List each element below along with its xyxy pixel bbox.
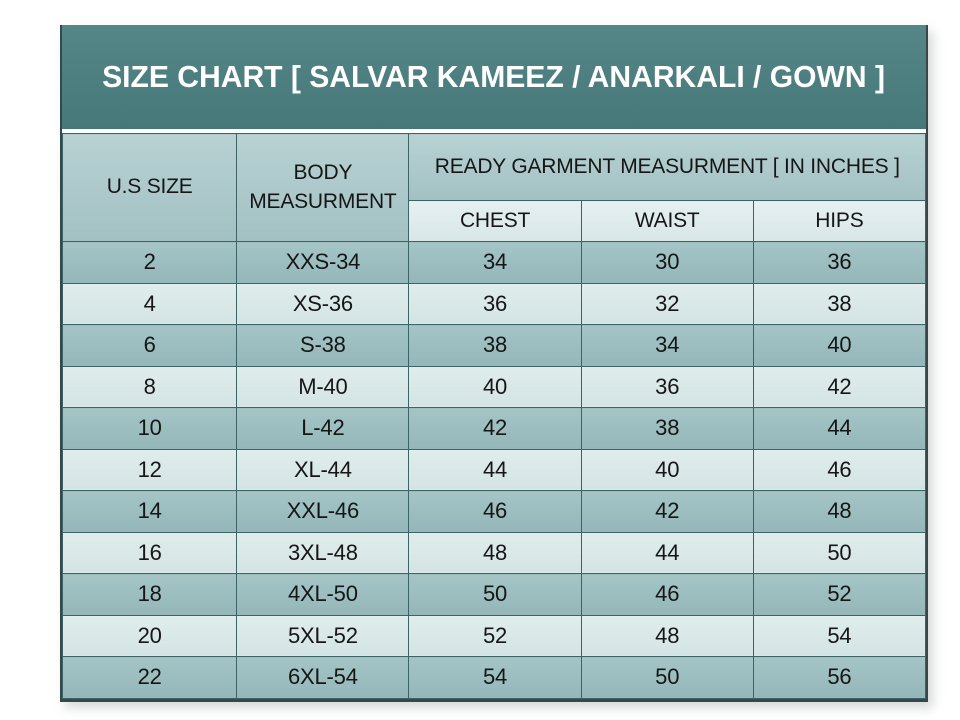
- table-row: 22 6XL-54 54 50 56: [61, 656, 927, 699]
- cell-hips: 48: [752, 490, 927, 533]
- table-row: 8 M-40 40 36 42: [61, 365, 927, 408]
- cell-body-measurement: XXS-34: [236, 241, 410, 284]
- cell-us-size: 4: [61, 282, 238, 325]
- cell-waist: 46: [580, 573, 754, 616]
- cell-body-measurement: XS-36: [236, 282, 410, 325]
- cell-us-size: 18: [61, 573, 238, 616]
- cell-waist: 32: [580, 282, 754, 325]
- cell-chest: 48: [408, 531, 582, 574]
- header-row-main: U.S SIZE BODY MEASURMENT READY GARMENT M…: [61, 133, 926, 242]
- header-waist: WAIST: [580, 200, 754, 242]
- cell-hips: 40: [752, 324, 927, 367]
- cell-waist: 40: [580, 448, 754, 491]
- chart-title-bar: SIZE CHART [ SALVAR KAMEEZ / ANARKALI / …: [62, 25, 926, 133]
- header-hips: HIPS: [752, 200, 927, 242]
- cell-waist: 38: [580, 407, 754, 450]
- cell-hips: 36: [752, 241, 927, 284]
- cell-body-measurement: S-38: [236, 324, 410, 367]
- table-row: 2 XXS-34 34 30 36: [61, 241, 927, 284]
- cell-hips: 38: [752, 282, 927, 325]
- cell-hips: 46: [752, 448, 927, 491]
- cell-us-size: 12: [61, 448, 238, 491]
- cell-hips: 52: [752, 573, 927, 616]
- cell-body-measurement: XL-44: [236, 448, 410, 491]
- table-row: 4 XS-36 36 32 38: [61, 282, 927, 325]
- cell-chest: 50: [408, 573, 582, 616]
- header-row-sub: CHEST WAIST HIPS: [63, 200, 927, 242]
- size-table: U.S SIZE BODY MEASURMENT READY GARMENT M…: [61, 133, 927, 699]
- table-body: 2 XXS-34 34 30 36 4 XS-36 36 32 38 6 S-3…: [61, 241, 927, 699]
- cell-us-size: 8: [61, 365, 238, 408]
- cell-hips: 50: [752, 531, 927, 574]
- cell-us-size: 6: [61, 324, 238, 367]
- table-row: 12 XL-44 44 40 46: [61, 448, 927, 491]
- table-row: 10 L-42 42 38 44: [61, 407, 927, 450]
- cell-chest: 36: [408, 282, 582, 325]
- header-body-measurement: BODY MEASURMENT: [236, 133, 410, 242]
- cell-chest: 54: [408, 656, 582, 699]
- cell-body-measurement: 6XL-54: [236, 656, 410, 699]
- header-chest: CHEST: [408, 200, 582, 242]
- cell-waist: 30: [580, 241, 754, 284]
- cell-body-measurement: L-42: [236, 407, 410, 450]
- cell-chest: 34: [408, 241, 582, 284]
- cell-us-size: 20: [61, 614, 238, 657]
- table-row: 18 4XL-50 50 46 52: [61, 573, 927, 616]
- cell-waist: 50: [580, 656, 754, 699]
- cell-waist: 44: [580, 531, 754, 574]
- cell-us-size: 10: [61, 407, 238, 450]
- cell-us-size: 2: [61, 241, 238, 284]
- cell-body-measurement: 3XL-48: [236, 531, 410, 574]
- cell-chest: 40: [408, 365, 582, 408]
- cell-chest: 38: [408, 324, 582, 367]
- cell-body-measurement: XXL-46: [236, 490, 410, 533]
- cell-chest: 44: [408, 448, 582, 491]
- cell-hips: 42: [752, 365, 927, 408]
- cell-waist: 34: [580, 324, 754, 367]
- table-row: 20 5XL-52 52 48 54: [61, 614, 927, 657]
- chart-title: SIZE CHART [ SALVAR KAMEEZ / ANARKALI / …: [102, 59, 886, 94]
- table-header: U.S SIZE BODY MEASURMENT READY GARMENT M…: [61, 133, 927, 242]
- header-us-size: U.S SIZE: [61, 133, 238, 242]
- cell-us-size: 16: [61, 531, 238, 574]
- cell-body-measurement: 5XL-52: [236, 614, 410, 657]
- cell-hips: 44: [752, 407, 927, 450]
- cell-hips: 54: [752, 614, 927, 657]
- cell-chest: 42: [408, 407, 582, 450]
- header-ready-garment: READY GARMENT MEASURMENT [ IN INCHES ]: [408, 133, 926, 201]
- cell-waist: 36: [580, 365, 754, 408]
- cell-us-size: 14: [61, 490, 238, 533]
- cell-waist: 48: [580, 614, 754, 657]
- cell-hips: 56: [752, 656, 927, 699]
- cell-waist: 42: [580, 490, 754, 533]
- cell-chest: 52: [408, 614, 582, 657]
- table-row: 6 S-38 38 34 40: [61, 324, 927, 367]
- cell-body-measurement: 4XL-50: [236, 573, 410, 616]
- size-chart: SIZE CHART [ SALVAR KAMEEZ / ANARKALI / …: [60, 25, 928, 702]
- cell-chest: 46: [408, 490, 582, 533]
- table-row: 16 3XL-48 48 44 50: [61, 531, 927, 574]
- table-row: 14 XXL-46 46 42 48: [61, 490, 927, 533]
- cell-body-measurement: M-40: [236, 365, 410, 408]
- cell-us-size: 22: [61, 656, 238, 699]
